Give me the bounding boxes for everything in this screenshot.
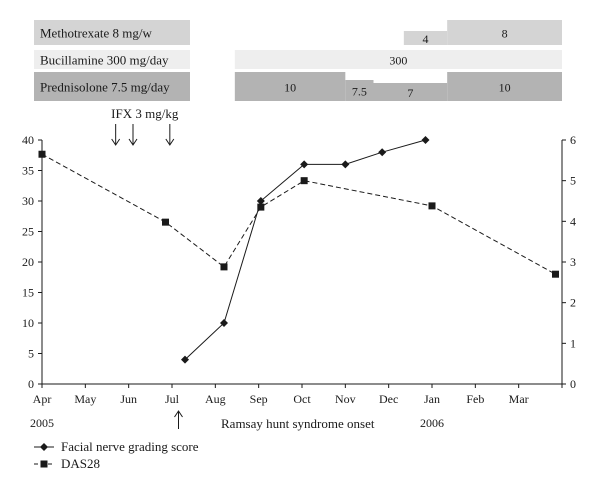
left-tick-label: 40 [22,133,34,147]
chart-series [38,136,559,364]
data-point-square [552,270,559,278]
left-tick-label: 30 [22,194,34,208]
left-tick-label: 25 [22,225,34,239]
right-tick-label: 3 [570,255,576,269]
medication-label-box [34,72,190,101]
right-tick-label: 1 [570,336,576,350]
left-tick-label: 10 [22,316,34,330]
dose-label: 4 [423,32,429,46]
medication-label: Bucillamine 300 mg/day [40,53,169,68]
data-point-square [257,203,265,211]
infusion-annotation: IFX 3 mg/kg [111,106,179,146]
x-tick-label: Jun [120,392,137,406]
series-line [184,139,426,360]
medication-label-box [34,20,190,45]
x-tick-label: Jan [424,392,440,406]
right-tick-label: 5 [570,174,576,188]
arrow-head [165,138,175,146]
dose-segment [234,50,563,69]
arrow-head [111,138,121,146]
left-tick-label: 5 [28,347,34,361]
infusion-arrow [128,124,138,146]
data-point-diamond [300,160,309,169]
legend-label: DAS28 [61,456,100,471]
dose-segment [345,80,374,101]
data-point-diamond [256,197,265,205]
left-tick-label: 35 [22,164,34,178]
series-das28 [38,150,559,278]
data-point-diamond [421,136,430,144]
data-point-square [428,202,436,210]
year-label: 2006 [420,416,444,430]
data-point-square [162,218,169,226]
x-tick-label: Jul [165,392,180,406]
infusion-label: IFX 3 mg/kg [111,106,179,121]
dose-label: 10 [499,81,511,95]
legend-item: Facial nerve grading score [34,439,199,454]
data-point-square [220,263,228,271]
x-tick-label: Mar [509,392,529,406]
data-point-diamond [181,355,189,364]
x-tick-label: Nov [335,392,356,406]
dose-label: 7.5 [352,85,367,99]
left-tick-label: 0 [28,377,34,391]
x-tick-label: Aug [205,392,226,406]
x-tick-label: Sep [250,392,268,406]
dose-segment [447,20,562,45]
legend-item: DAS28 [34,456,100,471]
dose-segment [373,83,448,101]
legend-diamond-marker [40,443,48,451]
dose-segment [403,31,448,45]
x-tick-label: Apr [33,392,52,406]
data-point-diamond [220,319,228,327]
medication-row: Methotrexate 8 mg/w 4 8 [34,20,562,46]
right-tick-label: 6 [570,133,576,147]
data-point-diamond [341,160,350,169]
medication-label-box [34,50,190,69]
right-tick-label: 2 [570,296,576,310]
dose-segment [234,72,346,101]
left-tick-label: 15 [22,286,34,300]
medication-row: Prednisolone 7.5 mg/day 10 7.5 7 10 [34,72,562,101]
data-point-square [38,150,46,158]
dose-label: 10 [284,81,296,95]
data-point-square [300,177,308,185]
medication-label: Prednisolone 7.5 mg/day [40,80,170,95]
legend-square-marker [40,460,48,468]
left-tick-label: 20 [22,255,34,269]
medication-label: Methotrexate 8 mg/w [40,26,153,41]
infusion-arrow [165,124,175,146]
x-tick-label: May [74,392,96,406]
series-line [41,153,556,275]
medication-row: Bucillamine 300 mg/day 300 [34,50,563,69]
x-tick-label: Feb [466,392,484,406]
dose-label: 8 [502,27,508,41]
onset-arrow-head [174,410,183,418]
x-tick-label: Dec [379,392,398,406]
arrow-head [128,138,138,146]
series-facial-nerve-score [181,136,430,364]
legend-label: Facial nerve grading score [61,439,199,454]
right-tick-label: 0 [570,377,576,391]
onset-label: Ramsay hunt syndrome onset [221,416,375,431]
dose-label: 300 [389,54,407,68]
year-label: 2005 [30,416,54,430]
medication-timeline: Methotrexate 8 mg/w 4 8 Bucillamine 300 mg/… [34,20,563,101]
chart-axes: 0 5 10 15 20 25 30 35 40 0 1 2 3 4 5 6 Apr May Jun Jul Aug Se… [22,133,576,430]
right-tick-label: 4 [570,214,576,228]
x-tick-label: Oct [293,392,311,406]
chart-legend: Facial nerve grading score DAS28 [34,439,199,471]
infusion-arrow [111,124,121,146]
dose-label: 7 [407,86,413,100]
dose-segment [447,72,562,101]
onset-annotation: Ramsay hunt syndrome onset [174,410,375,431]
data-point-diamond [378,148,387,157]
